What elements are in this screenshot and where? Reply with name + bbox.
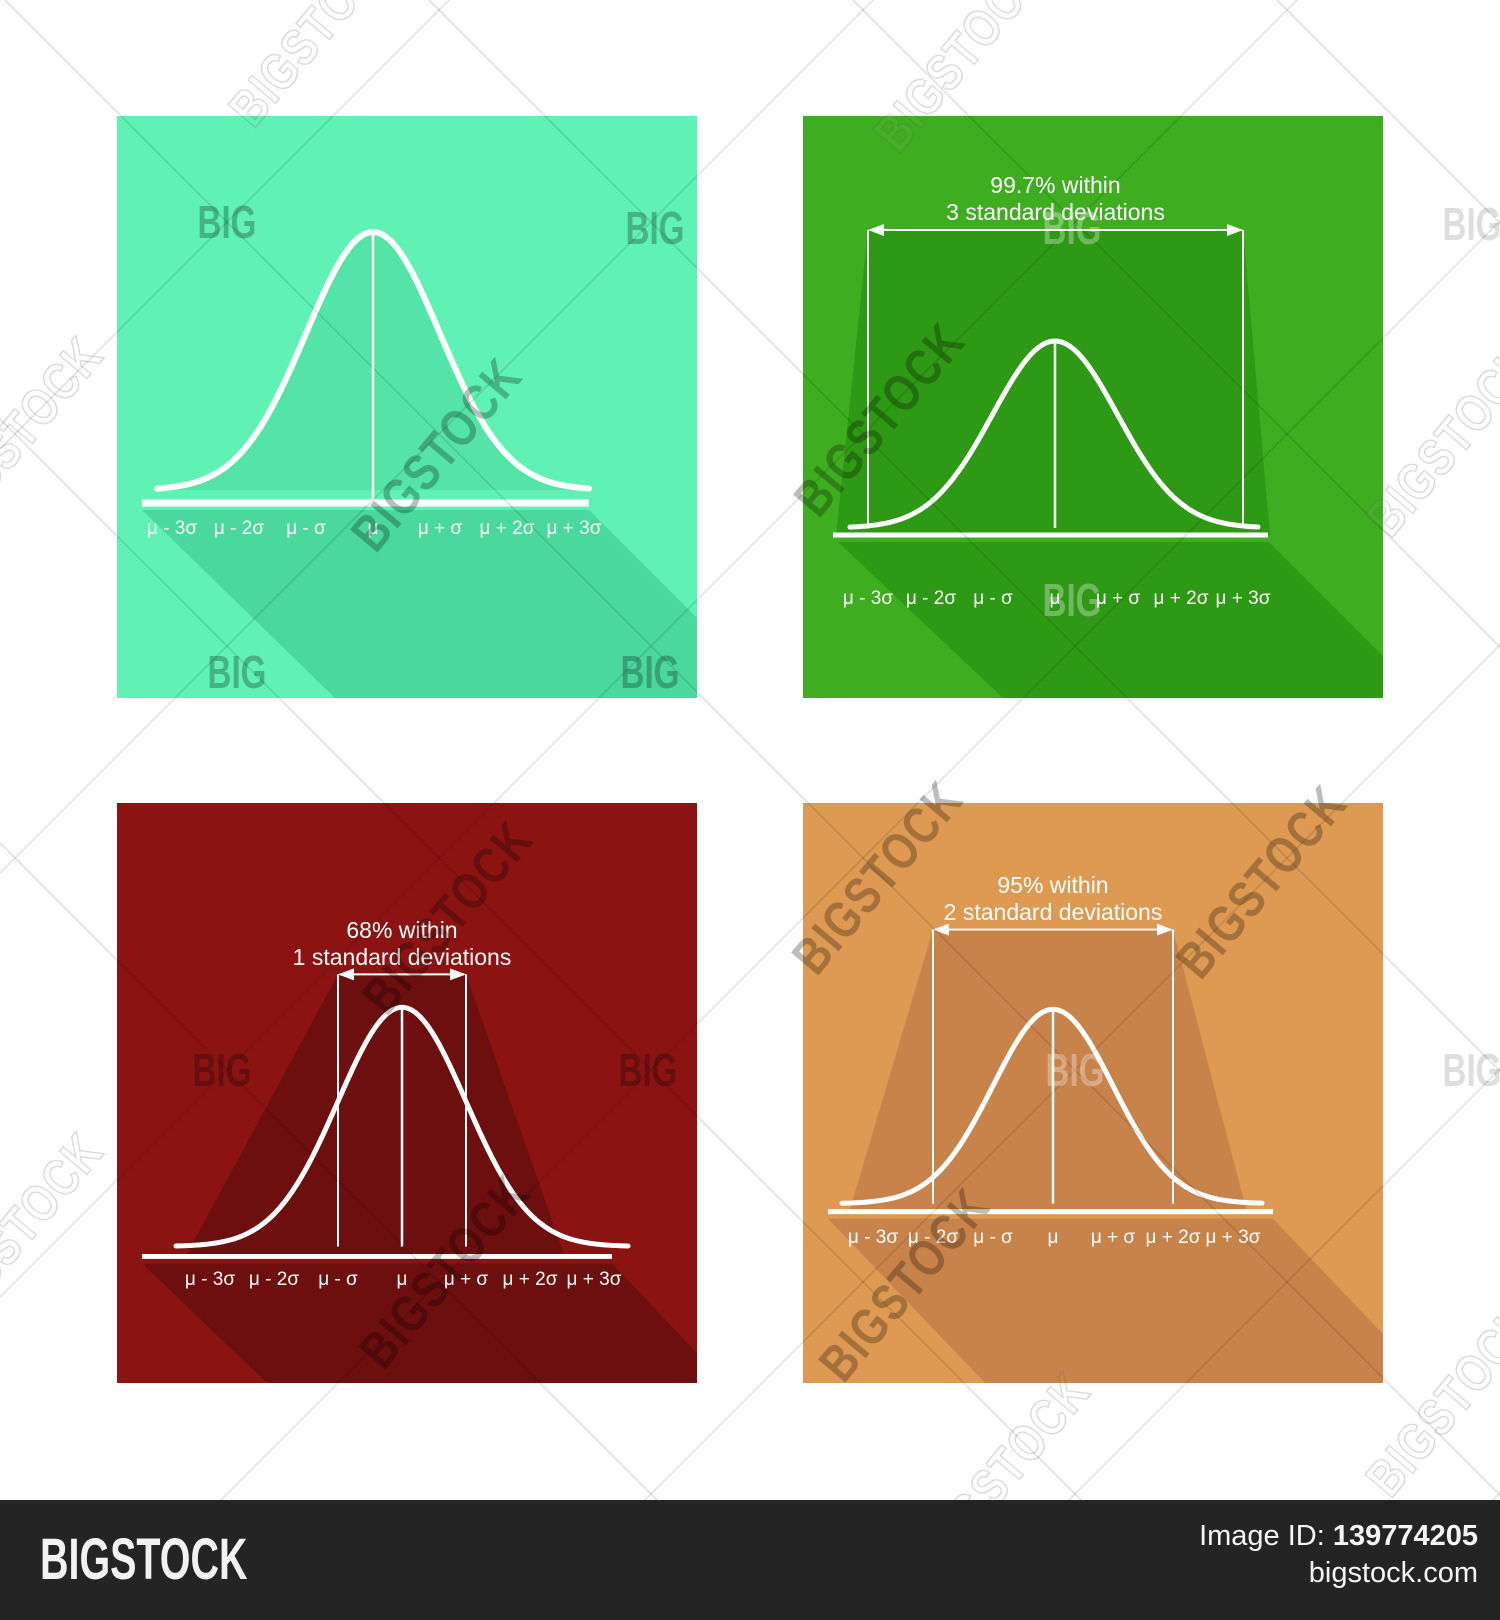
arrowhead-left-icon: [933, 923, 949, 936]
annotation-line1: 68% within: [346, 917, 458, 943]
long-shadow: [849, 929, 1247, 1213]
image-id-value: 139774205: [1332, 1520, 1478, 1552]
long-shadow: [185, 974, 565, 1258]
coverage-annotation: 99.7% within 3 standard deviations: [876, 172, 1236, 226]
bell-curve-figure: [142, 229, 697, 698]
arrowhead-left-icon: [338, 968, 354, 981]
bell-curve: [839, 1006, 1265, 1206]
annotation-line2: 2 standard deviations: [943, 899, 1163, 925]
annotation-line2: 1 standard deviations: [292, 944, 512, 970]
image-id-label: Image ID:: [1199, 1520, 1325, 1552]
long-shadow: [836, 230, 1270, 535]
bigstock-logo: BIGSTOCK: [40, 1527, 248, 1592]
site-url: bigstock.com: [1308, 1557, 1478, 1589]
long-shadow: [142, 510, 697, 698]
watermark-bigstock: BIGSTOCK: [0, 1122, 115, 1338]
bell-curve-figure: [142, 968, 697, 1383]
bell-curve-figure: [833, 224, 1383, 698]
coverage-annotation: 95% within 2 standard deviations: [873, 872, 1233, 926]
arrowhead-left-icon: [868, 224, 884, 236]
arrowhead-right-icon: [1227, 224, 1243, 236]
annotation-line2: 3 standard deviations: [946, 199, 1165, 225]
long-shadow: [828, 1218, 1383, 1383]
bell-curve: [154, 229, 592, 492]
panel-normal-curve-1sd: 68% within 1 standard deviations μ - 3σ …: [117, 803, 697, 1383]
footer-bar: BIGSTOCK Image ID: 139774205 bigstock.co…: [0, 1500, 1500, 1620]
watermark-bigstock: BIGSTOCK: [0, 326, 115, 542]
panel-normal-curve-3sd: 99.7% within 3 standard deviations μ - 3…: [803, 116, 1383, 698]
watermark-big: BIG: [1442, 198, 1500, 250]
coverage-annotation: 68% within 1 standard deviations: [222, 917, 582, 971]
long-shadow: [142, 1263, 697, 1383]
arrowhead-right-icon: [450, 968, 466, 981]
arrowhead-right-icon: [1157, 923, 1173, 936]
watermark-big: BIG: [1442, 1044, 1500, 1096]
image-id-line: Image ID: 139774205: [1199, 1518, 1478, 1555]
image-credits: Image ID: 139774205 bigstock.com: [1199, 1518, 1478, 1592]
bell-curve: [847, 338, 1261, 530]
panel-normal-curve-2sd: 95% within 2 standard deviations μ - 3σ …: [803, 803, 1383, 1383]
annotation-line1: 95% within: [997, 872, 1109, 898]
bell-curve-figure: [828, 923, 1383, 1383]
bell-curve: [173, 1004, 631, 1249]
annotation-line1: 99.7% within: [990, 172, 1121, 198]
long-shadow: [838, 542, 1383, 698]
panel-normal-curve-plain: μ - 3σ μ - 2σ μ - σ μ μ + σ μ + 2σ μ + 3…: [117, 116, 697, 698]
